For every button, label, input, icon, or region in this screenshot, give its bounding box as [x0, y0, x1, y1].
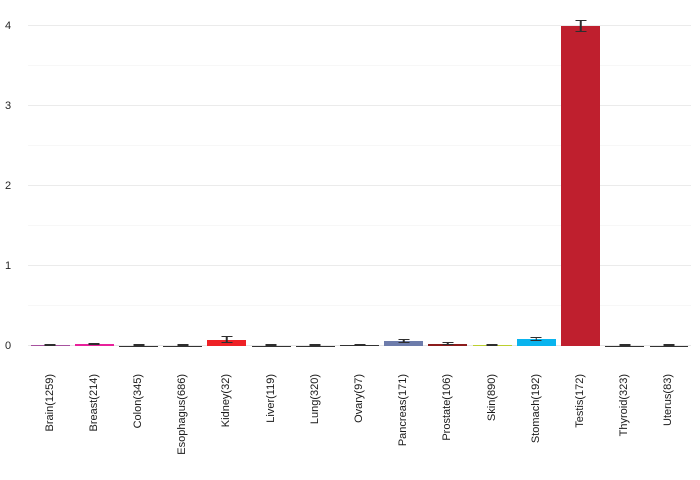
x-tick-cell: Brain(1259): [28, 374, 72, 431]
bar: [74, 344, 114, 346]
bar-group-lung-320-: [293, 0, 337, 346]
x-tick-label: Testis(172): [574, 374, 587, 428]
bar-group-prostate-106-: [426, 0, 470, 346]
error-bar: [88, 342, 100, 345]
gridline: [28, 265, 691, 266]
error-bar-stem: [579, 20, 582, 32]
bars-container: [28, 0, 691, 346]
x-tick-cell: Thyroid(323): [603, 374, 647, 436]
gridline: [28, 145, 691, 146]
x-tick-cell: Skin(890): [470, 374, 514, 421]
error-bar: [133, 344, 144, 346]
error-bar: [663, 344, 675, 346]
error-bar: [530, 336, 542, 342]
x-tick-cell: Ovary(97): [337, 374, 381, 423]
bar-group-pancreas-171-: [382, 0, 426, 346]
error-bar: [619, 344, 631, 346]
error-bar: [486, 343, 498, 346]
x-tick-label: Liver(119): [264, 374, 277, 423]
y-tick-label: 3: [4, 100, 12, 112]
gridline: [28, 105, 691, 106]
y-tick-label: 2: [4, 180, 12, 192]
y-tick-label: 0: [4, 340, 12, 352]
gridline: [28, 25, 691, 26]
bar-group-testis-172-: [558, 0, 602, 346]
bar: [516, 338, 556, 346]
error-bar-stem: [402, 339, 405, 343]
x-tick-cell: Liver(119): [249, 374, 293, 423]
error-bar: [575, 19, 587, 33]
x-tick-cell: Breast(214): [72, 374, 116, 431]
x-tick-label: Thyroid(323): [618, 374, 631, 437]
bar-group-stomach-192-: [514, 0, 558, 346]
x-tick-cell: Kidney(32): [205, 374, 249, 427]
x-tick-cell: Colon(345): [116, 374, 160, 428]
y-axis-tick-labels: 0 1 2 3 4: [0, 0, 16, 352]
x-tick-label: Uterus(83): [662, 374, 675, 426]
x-tick-cell: Testis(172): [558, 374, 602, 428]
x-tick-label: Prostate(106): [441, 374, 454, 441]
x-tick-cell: Esophagus(686): [161, 374, 205, 455]
x-tick-cell: Stomach(192): [514, 374, 558, 443]
x-tick-label: Esophagus(686): [176, 374, 189, 455]
error-bar: [354, 344, 366, 346]
x-tick-label: Pancreas(171): [397, 374, 410, 447]
bar-group-ovary-97-: [337, 0, 381, 346]
bar: [561, 26, 600, 346]
error-bar: [44, 343, 56, 346]
x-tick-label: Kidney(32): [220, 374, 233, 428]
gridline: [28, 225, 691, 226]
x-tick-label: Colon(345): [132, 374, 144, 429]
error-bar-stem: [535, 337, 538, 341]
bar-group-skin-890-: [470, 0, 514, 346]
error-bar: [398, 338, 410, 344]
error-bar: [442, 342, 454, 345]
bar-group-liver-119-: [249, 0, 293, 346]
gridline: [28, 305, 691, 306]
x-axis-tick-labels: Brain(1259) Breast(214) Colon(345) Esophagu…: [28, 374, 691, 480]
bar-group-breast-214-: [72, 0, 116, 346]
error-bar: [265, 344, 277, 346]
bar-group-thyroid-323-: [603, 0, 647, 346]
x-tick-label: Stomach(192): [529, 374, 542, 444]
x-tick-cell: Lung(320): [293, 374, 337, 424]
x-tick-label: Ovary(97): [353, 374, 366, 423]
y-tick-label: 1: [4, 260, 12, 272]
gridline: [28, 185, 691, 186]
x-tick-label: Brain(1259): [43, 374, 56, 432]
bar: [384, 341, 424, 346]
x-tick-cell: Pancreas(171): [382, 374, 426, 446]
x-tick-cell: Uterus(83): [647, 374, 691, 426]
x-tick-label: Breast(214): [87, 374, 100, 432]
gridline: [28, 65, 691, 66]
bar-group-uterus-83-: [647, 0, 691, 346]
plot-area: [28, 0, 691, 346]
error-bar: [309, 344, 321, 346]
x-tick-label: Skin(890): [485, 374, 498, 422]
error-bar: [221, 336, 233, 343]
x-tick-label: Lung(320): [308, 374, 321, 425]
error-bar: [177, 344, 189, 346]
error-bar-stem: [226, 337, 228, 342]
bar-group-kidney-32-: [205, 0, 249, 346]
x-tick-cell: Prostate(106): [426, 374, 470, 441]
bar-group-colon-345-: [116, 0, 160, 346]
bar-group-brain-1259-: [28, 0, 72, 346]
bar-group-esophagus-686-: [161, 0, 205, 346]
y-tick-label: 4: [4, 20, 12, 32]
